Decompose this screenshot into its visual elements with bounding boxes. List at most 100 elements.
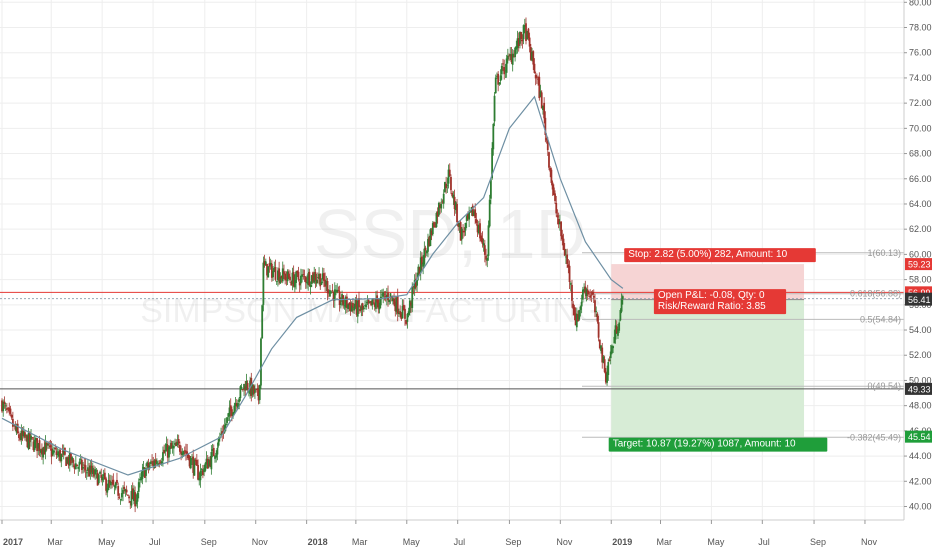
candle-body bbox=[141, 470, 144, 480]
candle-body bbox=[318, 273, 320, 280]
candle-body bbox=[549, 167, 552, 172]
candle-body bbox=[506, 55, 509, 60]
candle-body bbox=[393, 298, 395, 305]
candle-body bbox=[44, 442, 47, 453]
candle-body bbox=[61, 451, 64, 453]
candle-body bbox=[450, 176, 452, 191]
candle-body bbox=[122, 489, 124, 494]
candle-body bbox=[316, 277, 319, 279]
candle-body bbox=[603, 359, 606, 373]
candle-body bbox=[26, 435, 29, 448]
candle-body bbox=[279, 276, 282, 284]
candle-body bbox=[131, 488, 134, 500]
candle-body bbox=[574, 313, 577, 326]
fib-level-label: 0(49.54) bbox=[867, 381, 901, 391]
candle-body bbox=[33, 439, 36, 451]
candle-body bbox=[224, 423, 227, 426]
fib-level-label: -0.382(45.49) bbox=[847, 432, 901, 442]
candle-body bbox=[62, 450, 65, 455]
candle-body bbox=[223, 425, 226, 433]
candle-body bbox=[258, 384, 261, 400]
candle-body bbox=[250, 377, 253, 396]
stop-badge-background bbox=[624, 248, 816, 263]
candle-body bbox=[388, 299, 391, 303]
candle-body bbox=[411, 286, 414, 308]
candle-body bbox=[183, 450, 186, 452]
time-tick-label: May bbox=[403, 537, 421, 547]
candle-body bbox=[385, 294, 388, 299]
candle-body bbox=[168, 447, 170, 458]
candle-body bbox=[263, 261, 266, 265]
candle-body bbox=[93, 469, 95, 477]
candle-body bbox=[154, 459, 157, 464]
candle-body bbox=[70, 453, 72, 464]
candle-body bbox=[595, 311, 598, 312]
candle-body bbox=[561, 235, 564, 240]
candle-body bbox=[177, 439, 180, 444]
candle-body bbox=[341, 294, 343, 303]
candle-body bbox=[14, 424, 17, 430]
price-axis[interactable]: 38.0040.0042.0044.0046.0048.0050.0052.00… bbox=[903, 0, 932, 550]
candle-body bbox=[399, 311, 402, 315]
candle-body bbox=[237, 402, 239, 409]
candle-body bbox=[20, 430, 23, 440]
candle-body bbox=[158, 463, 161, 464]
time-tick-label: Mar bbox=[47, 537, 63, 547]
candle-body bbox=[238, 398, 241, 402]
candle-body bbox=[379, 296, 382, 306]
candle-body bbox=[430, 230, 433, 235]
candle-body bbox=[554, 193, 556, 201]
candle-body bbox=[65, 457, 68, 466]
candle-body bbox=[283, 271, 285, 275]
candle-body bbox=[405, 319, 408, 324]
candle-body bbox=[425, 250, 428, 254]
candle-body bbox=[256, 388, 259, 390]
candle-body bbox=[579, 306, 582, 310]
candle-body bbox=[162, 452, 164, 461]
candle-body bbox=[540, 92, 543, 109]
candle-body bbox=[257, 388, 260, 401]
candle-body bbox=[126, 494, 129, 496]
candle-body bbox=[123, 486, 126, 490]
candle-body bbox=[391, 298, 394, 302]
candle-body bbox=[215, 452, 218, 458]
pnl-badge-text: Open P&L: -0.08, Qty: 0 bbox=[658, 290, 765, 301]
candle-body bbox=[496, 75, 498, 77]
candle-body bbox=[48, 443, 51, 445]
candle-body bbox=[234, 403, 237, 407]
candle-body bbox=[291, 272, 294, 284]
candle-body bbox=[105, 478, 107, 491]
candle-body bbox=[447, 169, 450, 184]
candle-body bbox=[338, 291, 341, 305]
candle-body bbox=[448, 169, 451, 176]
candle-body bbox=[273, 268, 276, 273]
target-badge-background bbox=[608, 437, 828, 452]
candle-body bbox=[180, 451, 183, 454]
candle-body bbox=[39, 450, 42, 453]
candle-body bbox=[509, 54, 512, 57]
candle-body bbox=[57, 451, 60, 457]
candle-body bbox=[335, 290, 337, 292]
time-axis[interactable]: 2017 Mar May Jul Sep Nov 2018 Mar May Jul Sep Nov 20… bbox=[0, 519, 932, 550]
candle-body bbox=[32, 441, 35, 451]
candle-body bbox=[76, 464, 78, 467]
candle-body bbox=[155, 461, 158, 465]
candle-body bbox=[458, 222, 461, 228]
price-tick-label: 58.00 bbox=[909, 275, 932, 285]
price-scale-tag: 59.23 bbox=[905, 258, 932, 271]
candle-body bbox=[577, 314, 579, 322]
candle-body bbox=[67, 456, 70, 466]
candle-body bbox=[558, 222, 561, 225]
candle-body bbox=[575, 313, 578, 328]
candle-body bbox=[514, 47, 517, 58]
candle-body bbox=[343, 305, 346, 307]
candle-body bbox=[2, 401, 5, 412]
price-scale-tag-label: 59.23 bbox=[908, 260, 931, 270]
candle-body bbox=[142, 466, 145, 471]
candle-body bbox=[303, 276, 306, 278]
candle-body bbox=[453, 196, 456, 210]
candle-body bbox=[208, 460, 210, 467]
candle-body bbox=[387, 292, 389, 301]
